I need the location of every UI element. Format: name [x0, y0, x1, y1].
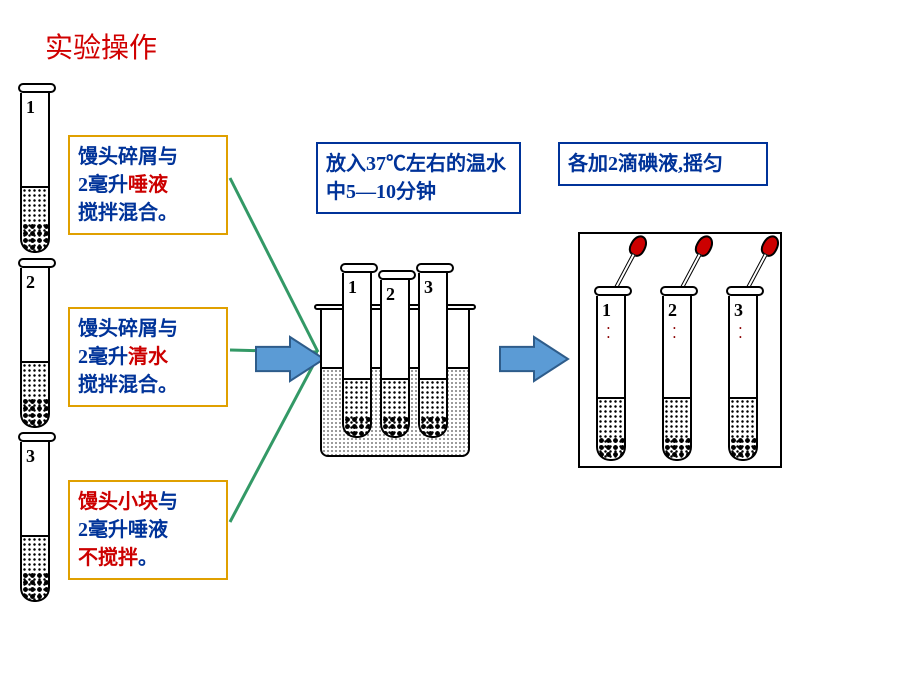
page-title: 实验操作	[45, 26, 157, 66]
tube-number: 1	[26, 97, 35, 118]
test-tube: 1	[342, 273, 372, 438]
test-tube: 2 ••	[662, 296, 692, 461]
step3-box: 各加2滴碘液,摇匀	[558, 142, 768, 186]
step1-box-2: 馒头碎屑与2毫升清水搅拌混合。	[68, 307, 228, 407]
flow-arrow-icon	[498, 332, 578, 386]
iodine-drops-icon: ••	[739, 324, 742, 342]
step2-box: 放入37℃左右的温水中5—10分钟	[316, 142, 521, 214]
test-tube: 3 ••	[728, 296, 758, 461]
test-tube: 1	[20, 93, 50, 253]
tube-number: 2	[386, 284, 395, 305]
tube-number: 1	[348, 277, 357, 298]
test-tube: 3	[20, 442, 50, 602]
tube-number: 2	[26, 272, 35, 293]
test-tube: 1 ••	[596, 296, 626, 461]
step1-box-3: 馒头小块与2毫升唾液不搅拌。	[68, 480, 228, 580]
tube-number: 1	[602, 300, 611, 321]
tube-number: 3	[26, 446, 35, 467]
test-tube: 2	[20, 268, 50, 428]
test-tube: 3	[418, 273, 448, 438]
tube-number: 3	[424, 277, 433, 298]
tube-number: 2	[668, 300, 677, 321]
iodine-drops-icon: ••	[673, 324, 676, 342]
test-tube: 2	[380, 280, 410, 438]
step1-box-1: 馒头碎屑与2毫升唾液搅拌混合。	[68, 135, 228, 235]
iodine-drops-icon: ••	[607, 324, 610, 342]
tube-number: 3	[734, 300, 743, 321]
